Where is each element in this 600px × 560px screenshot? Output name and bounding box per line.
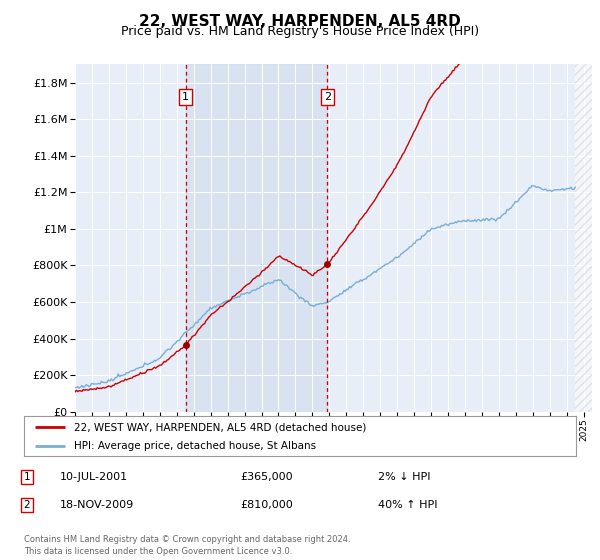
Text: £810,000: £810,000: [240, 500, 293, 510]
Text: 2% ↓ HPI: 2% ↓ HPI: [378, 472, 431, 482]
Text: 18-NOV-2009: 18-NOV-2009: [60, 500, 134, 510]
Text: 2: 2: [324, 92, 331, 102]
Text: 40% ↑ HPI: 40% ↑ HPI: [378, 500, 437, 510]
Text: HPI: Average price, detached house, St Albans: HPI: Average price, detached house, St A…: [74, 441, 316, 451]
Text: 1: 1: [182, 92, 189, 102]
Text: Price paid vs. HM Land Registry's House Price Index (HPI): Price paid vs. HM Land Registry's House …: [121, 25, 479, 38]
Text: Contains HM Land Registry data © Crown copyright and database right 2024.
This d: Contains HM Land Registry data © Crown c…: [24, 535, 350, 556]
Text: 22, WEST WAY, HARPENDEN, AL5 4RD (detached house): 22, WEST WAY, HARPENDEN, AL5 4RD (detach…: [74, 422, 366, 432]
Text: 1: 1: [23, 472, 31, 482]
Text: 10-JUL-2001: 10-JUL-2001: [60, 472, 128, 482]
Text: £365,000: £365,000: [240, 472, 293, 482]
Text: 22, WEST WAY, HARPENDEN, AL5 4RD: 22, WEST WAY, HARPENDEN, AL5 4RD: [139, 14, 461, 29]
Text: 2: 2: [23, 500, 31, 510]
Polygon shape: [575, 64, 592, 412]
Bar: [185, 64, 328, 412]
